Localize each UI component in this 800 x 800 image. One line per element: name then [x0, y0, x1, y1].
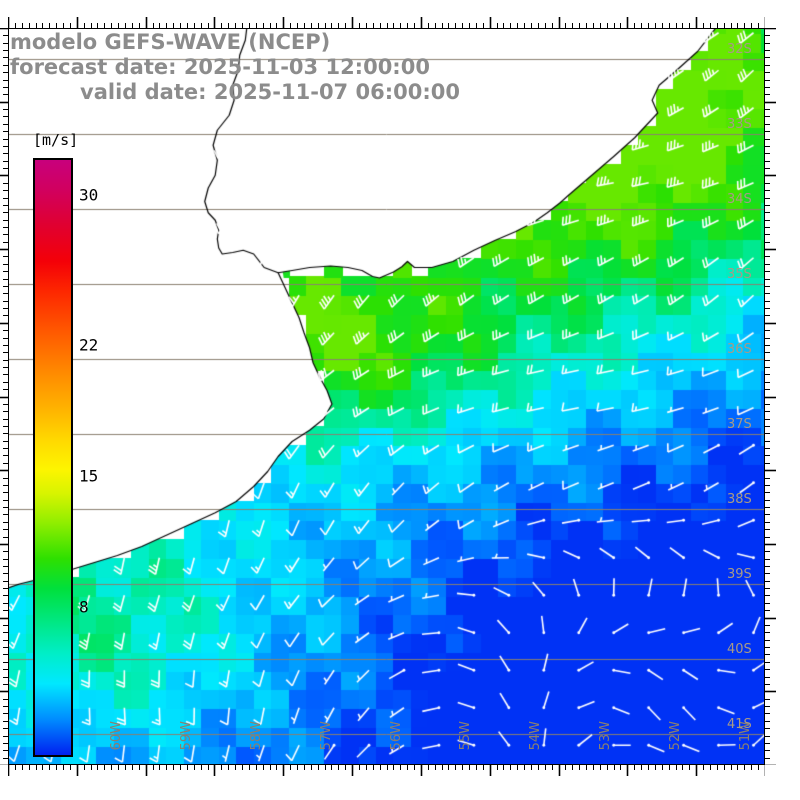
lat-label-33s: 33S: [727, 117, 752, 132]
tick-rail-top: [8, 15, 765, 29]
lat-label-39s: 39S: [727, 567, 752, 582]
colorbar-tick-8: 8: [79, 597, 89, 617]
lat-label-32s: 32S: [727, 42, 752, 57]
lat-label-40s: 40S: [727, 642, 752, 657]
colorbar-units-label: [m/s]: [33, 131, 79, 149]
lon-label-54w: 54W: [528, 721, 544, 751]
lon-label-59w: 59W: [178, 721, 194, 751]
tick-rail-bottom: [8, 764, 765, 778]
lat-label-38s: 38S: [727, 492, 752, 507]
wind-barb-layer: [9, 29, 764, 764]
lon-label-58w: 58W: [248, 721, 264, 751]
lon-label-53w: 53W: [598, 721, 614, 751]
lat-label-34s: 34S: [727, 192, 752, 207]
plot-frame: [8, 28, 765, 765]
tick-rail-left: [0, 28, 9, 765]
colorbar-tick-30: 30: [79, 185, 99, 205]
lon-label-52w: 52W: [668, 721, 684, 751]
lat-label-41s: 41S: [727, 717, 752, 732]
lon-label-57w: 57W: [318, 721, 334, 751]
colorbar-gradient: [33, 158, 73, 757]
colorbar-tick-22: 22: [79, 335, 99, 355]
colorbar-tick-15: 15: [79, 466, 99, 486]
lat-label-37s: 37S: [727, 417, 752, 432]
lon-label-56w: 56W: [388, 721, 404, 751]
tick-rail-right: [764, 28, 778, 765]
lon-label-55w: 55W: [458, 721, 474, 751]
lon-label-60w: 60W: [108, 721, 124, 751]
lat-label-36s: 36S: [727, 342, 752, 357]
lat-label-35s: 35S: [727, 267, 752, 282]
colorbar: [33, 158, 73, 757]
